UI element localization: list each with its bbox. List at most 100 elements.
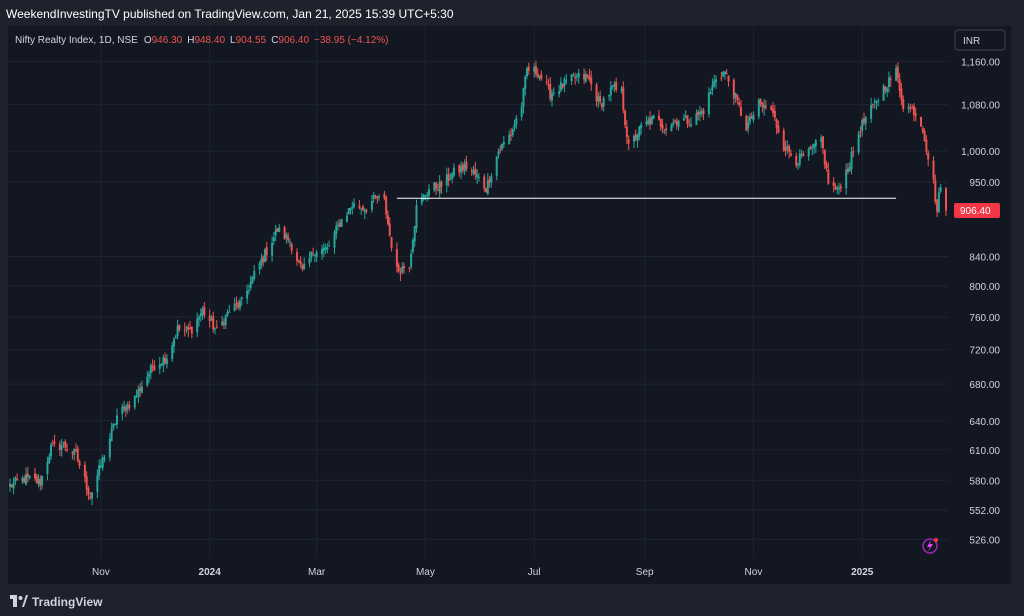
candle-body xyxy=(809,146,812,149)
candle-body xyxy=(707,92,710,114)
price-tick-label: 950.00 xyxy=(969,178,1000,189)
time-axis[interactable]: Nov 2024 Mar May Jul Sep Nov 2025 xyxy=(92,567,874,578)
candle-body xyxy=(411,240,414,252)
candle-body xyxy=(203,306,206,316)
candle-body xyxy=(41,475,44,486)
candle-body xyxy=(324,247,327,250)
candle-body xyxy=(527,66,530,71)
candle-body xyxy=(312,254,315,256)
candle-body xyxy=(178,324,181,330)
candle-body xyxy=(162,357,165,366)
candle-body xyxy=(23,478,26,483)
candle-body xyxy=(73,448,76,455)
currency-label[interactable]: INR xyxy=(963,36,980,47)
price-tick-label: 1,160.00 xyxy=(961,57,1000,68)
candle-body xyxy=(775,119,778,128)
candle-body xyxy=(723,71,726,75)
candle-body xyxy=(135,395,138,397)
candle-body xyxy=(365,210,368,212)
candle-body xyxy=(315,251,318,258)
candle-body xyxy=(624,110,627,125)
price-tick-label: 552.00 xyxy=(969,506,1000,517)
candle-body xyxy=(845,169,848,189)
candle-body xyxy=(139,387,142,392)
candle-body xyxy=(74,449,77,451)
candle-body xyxy=(633,135,635,142)
candle-body xyxy=(595,84,598,102)
candle-body xyxy=(927,152,930,160)
candle-body xyxy=(422,194,425,200)
price-tick-label: 720.00 xyxy=(969,346,1000,357)
candle-body xyxy=(210,318,213,321)
candle-body xyxy=(64,441,67,448)
candle-body xyxy=(862,118,865,123)
price-tick-label: 760.00 xyxy=(969,313,1000,324)
candle-body xyxy=(533,66,536,72)
candle-body xyxy=(349,207,352,211)
candle-body xyxy=(183,329,186,331)
candle-body xyxy=(602,98,605,107)
candle-body xyxy=(520,106,523,117)
candle-body xyxy=(160,364,163,366)
footer-brand: TradingView xyxy=(32,595,103,609)
candle-body xyxy=(39,478,42,486)
time-tick-label: 2025 xyxy=(851,567,874,578)
candle-body xyxy=(695,113,698,125)
candle-body xyxy=(262,256,265,263)
candle-body xyxy=(747,122,750,129)
candle-body xyxy=(328,245,331,247)
candle-body xyxy=(832,182,835,187)
candle-body xyxy=(274,229,277,236)
candle-body xyxy=(665,128,668,131)
time-tick-label: Jul xyxy=(528,567,541,578)
candle-body xyxy=(463,163,466,171)
candle-body xyxy=(782,130,785,150)
candle-body xyxy=(777,125,780,133)
price-tick-label: 1,080.00 xyxy=(961,101,1000,112)
candle-body xyxy=(151,365,154,368)
candle-body xyxy=(228,311,231,313)
candle-body xyxy=(795,155,798,166)
candle-body xyxy=(247,290,250,292)
candlestick-chart[interactable]: 526.00 552.00 580.00 610.00 640.00 680.00 720.… xyxy=(8,26,1011,584)
candle-body xyxy=(759,99,762,104)
time-tick-label: May xyxy=(416,567,435,578)
candle-body xyxy=(58,443,61,450)
price-tick-label: 1,000.00 xyxy=(961,147,1000,158)
candle-body xyxy=(545,81,548,83)
candle-body xyxy=(588,75,591,80)
candle-body xyxy=(846,168,849,172)
candle-body xyxy=(215,326,218,328)
candle-body xyxy=(825,163,828,169)
chart-frame[interactable]: 526.00 552.00 580.00 610.00 640.00 680.00 720.… xyxy=(8,26,1011,584)
candle-body xyxy=(898,79,901,91)
candle-body xyxy=(114,423,117,425)
candle-body xyxy=(764,106,767,108)
candle-body xyxy=(725,73,728,75)
candle-body xyxy=(526,68,529,77)
candle-body xyxy=(896,67,899,79)
candle-body xyxy=(240,297,243,300)
candle-body xyxy=(424,195,427,197)
candle-body xyxy=(401,266,404,273)
candle-body xyxy=(686,115,689,125)
candle-body xyxy=(895,67,898,81)
candle-body xyxy=(26,473,29,477)
price-axis[interactable]: 526.00 552.00 580.00 610.00 640.00 680.00 720.… xyxy=(961,57,1000,546)
candle-body xyxy=(376,196,379,199)
candle-body xyxy=(374,195,377,197)
lightning-icon[interactable] xyxy=(922,538,938,554)
candle-body xyxy=(772,108,775,114)
candle-body xyxy=(757,99,760,117)
candle-body xyxy=(675,121,678,125)
candle-body xyxy=(99,465,102,468)
currency-button[interactable]: INR xyxy=(954,29,1006,51)
candle-body xyxy=(672,122,675,126)
candle-body xyxy=(249,281,252,288)
candle-body xyxy=(877,100,880,102)
candle-body xyxy=(786,145,789,149)
candle-body xyxy=(351,206,354,209)
candle-body xyxy=(709,92,712,95)
candle-body xyxy=(35,475,38,484)
candle-body xyxy=(272,237,275,242)
